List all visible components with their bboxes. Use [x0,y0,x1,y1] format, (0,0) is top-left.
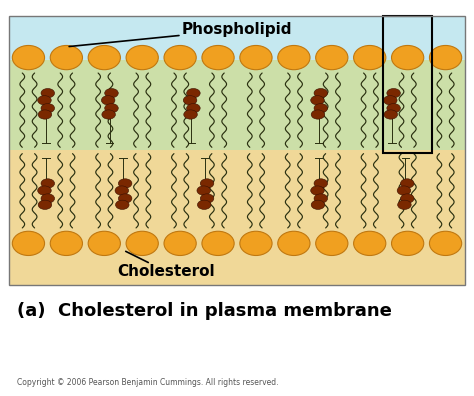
Ellipse shape [164,46,196,70]
Text: Cholesterol: Cholesterol [117,251,215,279]
Ellipse shape [429,231,462,255]
Ellipse shape [50,46,82,70]
Ellipse shape [164,231,196,255]
Text: Phospholipid: Phospholipid [69,22,292,46]
Ellipse shape [316,46,348,70]
Ellipse shape [240,46,272,70]
Ellipse shape [311,186,324,195]
Ellipse shape [41,88,55,98]
Ellipse shape [383,95,397,105]
Bar [383,16,432,153]
Ellipse shape [392,231,424,255]
Ellipse shape [311,110,325,119]
Ellipse shape [311,95,324,105]
Ellipse shape [118,194,132,203]
Ellipse shape [387,103,401,113]
Ellipse shape [38,110,52,119]
Ellipse shape [401,179,414,188]
Ellipse shape [314,179,328,188]
Ellipse shape [12,231,45,255]
Ellipse shape [41,103,55,113]
Ellipse shape [183,95,197,105]
Ellipse shape [201,194,214,203]
Ellipse shape [102,110,116,119]
Ellipse shape [101,95,115,105]
Ellipse shape [38,200,52,209]
Ellipse shape [311,200,325,209]
Ellipse shape [314,88,328,98]
Text: Copyright © 2006 Pearson Benjamin Cummings. All rights reserved.: Copyright © 2006 Pearson Benjamin Cummin… [17,378,278,386]
Ellipse shape [12,46,45,70]
Bar [9,16,465,59]
Ellipse shape [115,186,128,195]
Ellipse shape [105,88,118,98]
Ellipse shape [41,194,55,203]
Ellipse shape [401,194,414,203]
Ellipse shape [278,46,310,70]
Ellipse shape [316,231,348,255]
Ellipse shape [278,231,310,255]
Ellipse shape [88,46,120,70]
Bar [9,150,465,285]
Ellipse shape [201,179,214,188]
Bar [9,59,465,150]
Ellipse shape [314,103,328,113]
Text: (a)  Cholesterol in plasma membrane: (a) Cholesterol in plasma membrane [17,302,392,320]
Ellipse shape [41,179,55,188]
Ellipse shape [202,46,234,70]
Ellipse shape [126,46,158,70]
Ellipse shape [197,186,210,195]
Ellipse shape [88,231,120,255]
Bar [9,16,465,285]
Ellipse shape [116,200,129,209]
Ellipse shape [50,231,82,255]
Ellipse shape [126,231,158,255]
Ellipse shape [187,103,200,113]
Ellipse shape [240,231,272,255]
Ellipse shape [38,186,51,195]
Ellipse shape [38,95,51,105]
Ellipse shape [118,179,132,188]
Ellipse shape [202,231,234,255]
Ellipse shape [398,200,411,209]
Ellipse shape [392,46,424,70]
Ellipse shape [387,88,401,98]
Ellipse shape [397,186,410,195]
Ellipse shape [354,46,386,70]
Ellipse shape [429,46,462,70]
Ellipse shape [187,88,200,98]
Ellipse shape [384,110,398,119]
Ellipse shape [198,200,211,209]
Ellipse shape [184,110,197,119]
Ellipse shape [105,103,118,113]
Ellipse shape [354,231,386,255]
Ellipse shape [314,194,328,203]
